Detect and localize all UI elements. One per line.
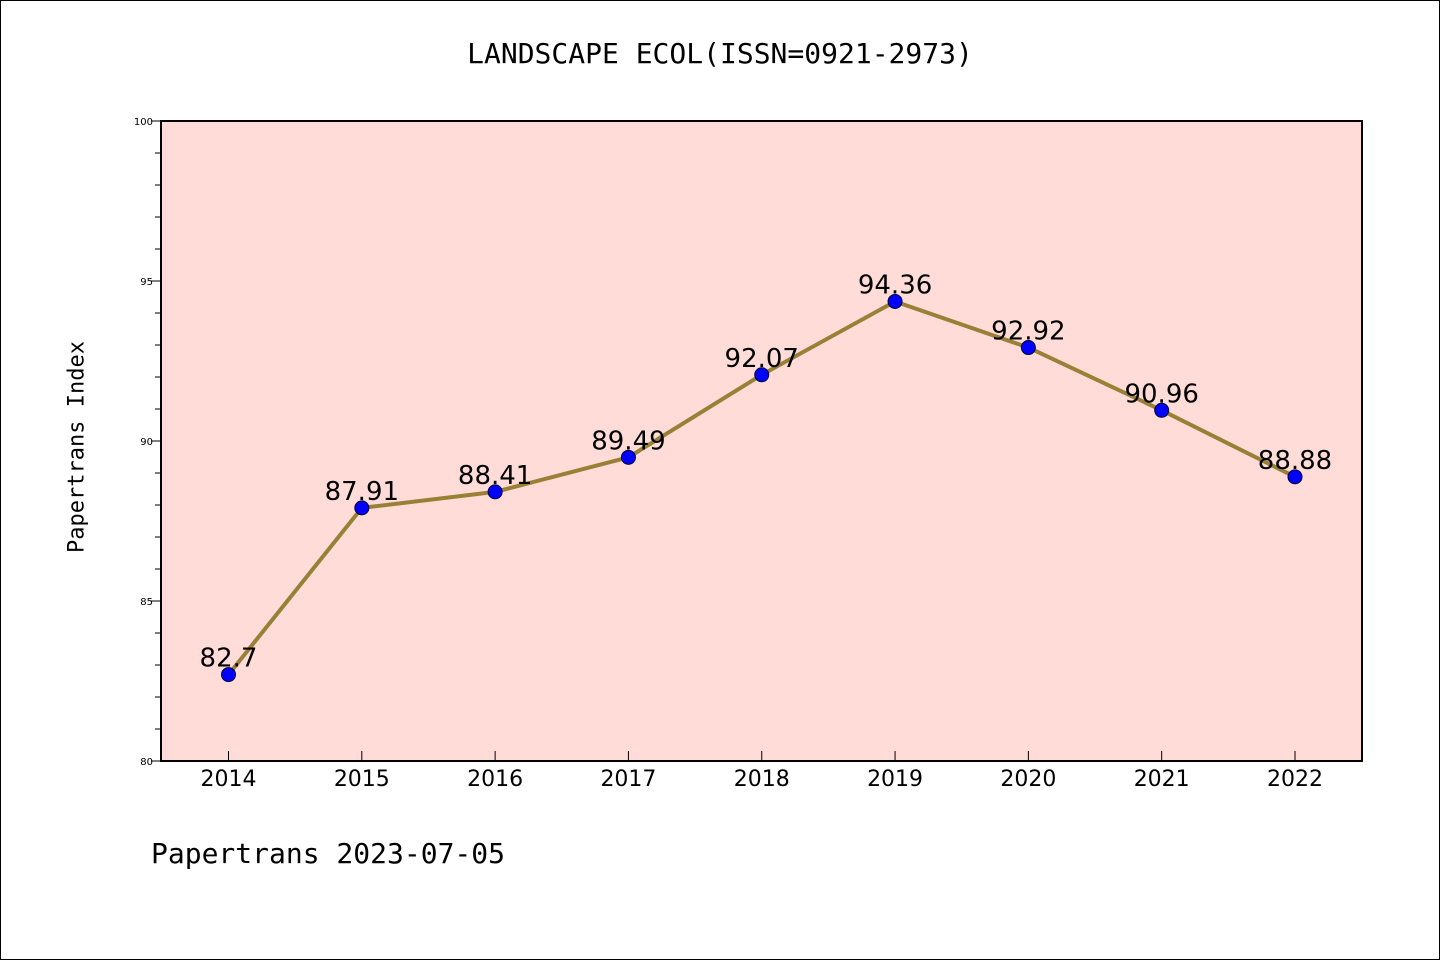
x-axis: 2014 2015 2016 2017 2018 2019 2020 2021 2022 — [201, 751, 1323, 792]
x-tick-label: 2015 — [334, 767, 390, 792]
data-point — [221, 667, 236, 683]
series-line — [221, 293, 1303, 683]
y-axis: 80 85 90 95 100 — [134, 117, 161, 768]
data-point — [1287, 469, 1303, 485]
x-tick-label: 2018 — [734, 767, 790, 792]
x-tick-label: 2017 — [600, 767, 656, 792]
data-label: 92.07 — [725, 344, 799, 374]
y-tick-label: 90 — [140, 437, 153, 448]
y-tick-label: 85 — [140, 597, 153, 608]
y-tick-label: 95 — [140, 277, 153, 288]
x-tick-label: 2022 — [1267, 767, 1323, 792]
data-label: 82.7 — [200, 644, 258, 674]
data-point — [354, 500, 370, 516]
data-label: 90.96 — [1124, 379, 1198, 409]
x-tick-label: 2021 — [1134, 767, 1190, 792]
data-point — [620, 449, 636, 465]
x-tick-label: 2016 — [467, 767, 523, 792]
data-point — [754, 367, 770, 383]
data-point — [1154, 402, 1170, 418]
data-labels: 82.7 87.91 88.41 89.49 92.07 94.36 92.92 90.96 8… — [200, 270, 1333, 673]
plot-area — [160, 120, 1363, 762]
data-point — [887, 293, 903, 309]
data-label: 92.92 — [991, 317, 1065, 347]
x-tick-label: 2019 — [867, 767, 923, 792]
x-tick-label: 2014 — [201, 767, 257, 792]
chart-title: LANDSCAPE ECOL(ISSN=0921-2973) — [467, 37, 973, 70]
y-tick-label: 100 — [134, 117, 153, 128]
data-label: 87.91 — [325, 477, 399, 507]
data-point — [1020, 340, 1036, 356]
data-label: 88.88 — [1258, 446, 1332, 476]
data-label: 88.41 — [458, 461, 532, 491]
x-tick-label: 2020 — [1000, 767, 1056, 792]
y-tick-label: 80 — [140, 757, 153, 768]
data-label: 94.36 — [858, 270, 932, 300]
data-label: 89.49 — [591, 426, 665, 456]
footer-text: Papertrans 2023-07-05 — [151, 837, 506, 870]
data-point — [487, 484, 503, 500]
